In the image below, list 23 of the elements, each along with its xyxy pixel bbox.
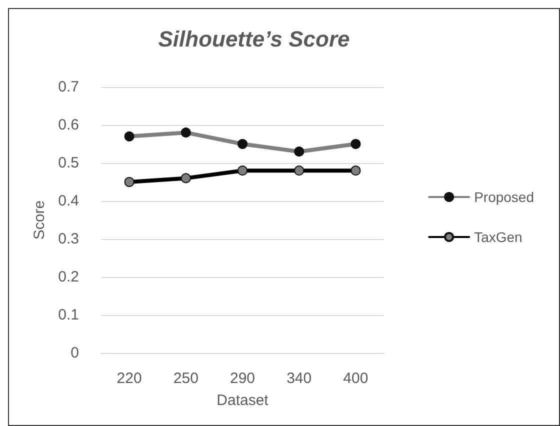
y-tick-label: 0.4 bbox=[58, 192, 79, 210]
x-tick-label: 340 bbox=[286, 370, 312, 387]
point bbox=[124, 177, 134, 187]
y-tick-label: 0.1 bbox=[58, 306, 79, 324]
x-tick-label: 220 bbox=[116, 370, 142, 387]
y-tick-label: 0.5 bbox=[58, 154, 79, 172]
x-tick-label: 250 bbox=[173, 370, 198, 387]
y-tick-label: 0.6 bbox=[58, 116, 79, 134]
y-tick-label: 0.7 bbox=[58, 78, 79, 96]
point bbox=[180, 173, 191, 184]
point bbox=[238, 166, 248, 176]
chart-title: Silhouette’s Score bbox=[158, 26, 350, 52]
x-tick-label: 290 bbox=[230, 370, 256, 387]
y-tick-label: 0.3 bbox=[58, 230, 79, 248]
point bbox=[294, 166, 304, 176]
x-tick-label: 400 bbox=[343, 370, 368, 387]
y-tick-label: 0.2 bbox=[58, 268, 79, 286]
legend-label: TaxGen bbox=[474, 229, 522, 245]
legend-label: Proposed bbox=[474, 189, 534, 205]
x-axis-title: Dataset bbox=[216, 392, 270, 409]
point bbox=[350, 166, 361, 176]
y-tick-label: 0 bbox=[70, 344, 79, 362]
y-axis-title: Score bbox=[31, 200, 48, 240]
